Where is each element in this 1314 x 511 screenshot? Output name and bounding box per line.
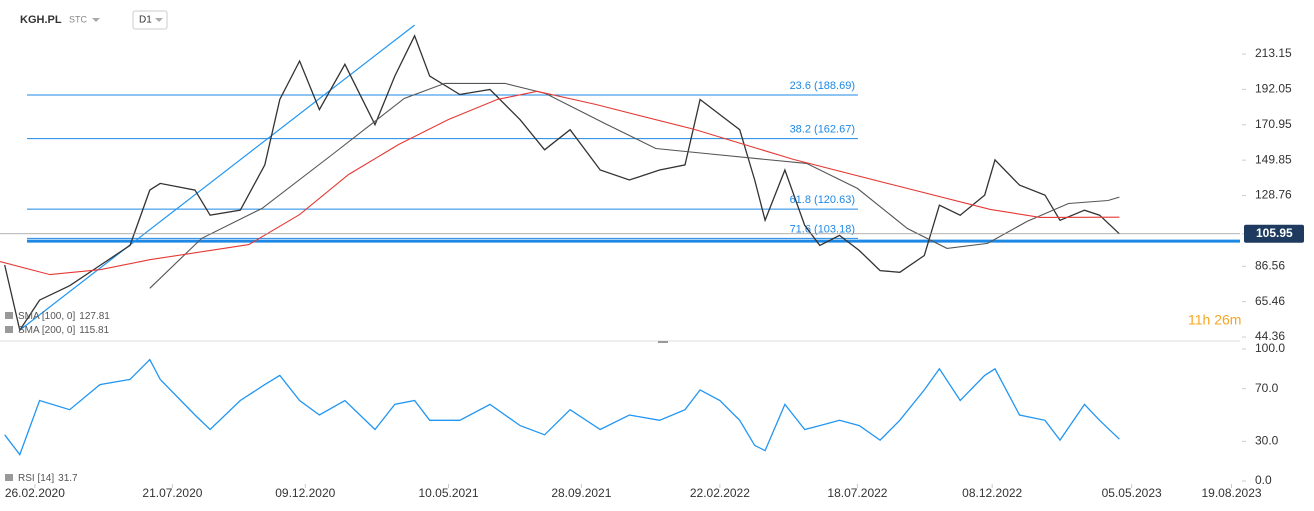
legend-entry: RSI [14] 31.7 — [18, 473, 78, 484]
countdown: 11h 26m — [1188, 312, 1241, 328]
series-line — [149, 82, 1120, 289]
y-tick-label: 44.36 — [1255, 329, 1285, 343]
legend-value: 127.81 — [79, 311, 110, 322]
legend-icon — [5, 474, 13, 481]
x-tick-label: 19.08.2023 — [1201, 486, 1261, 500]
price-tag-label: 105.95 — [1256, 226, 1293, 240]
y-tick-label: 128.76 — [1255, 188, 1292, 202]
y-tick-label: 170.95 — [1255, 117, 1292, 131]
dropdown-arrow — [92, 18, 100, 22]
dropdown-arrow — [155, 18, 163, 22]
x-tick-label: 18.07.2022 — [827, 486, 887, 500]
x-tick-label: 08.12.2022 — [962, 486, 1022, 500]
x-tick-label: 26.02.2020 — [5, 486, 65, 500]
y-tick-label: 100.0 — [1255, 341, 1285, 355]
y-tick-label: 192.05 — [1255, 82, 1292, 96]
y-tick-label: 149.85 — [1255, 152, 1292, 166]
legend-value: 31.7 — [58, 473, 78, 484]
y-tick-label: 0.0 — [1255, 473, 1272, 487]
x-tick-label: 05.05.2023 — [1102, 486, 1162, 500]
y-tick-label: 65.46 — [1255, 294, 1285, 308]
trend-line — [19, 24, 415, 331]
x-tick-label: 22.02.2022 — [690, 486, 750, 500]
legend-name: SMA [100, 0] — [18, 311, 75, 322]
y-tick-label: 70.0 — [1255, 381, 1279, 395]
legend-icon — [5, 312, 13, 319]
interval: D1 — [139, 15, 152, 26]
x-tick-label: 10.05.2021 — [418, 486, 478, 500]
fib-label: 23.6 (188.69) — [790, 80, 855, 92]
legend-entry: SMA [100, 0] 127.81 — [18, 311, 110, 322]
fib-label: 38.2 (162.67) — [790, 124, 855, 136]
legend-name: RSI [14] — [18, 473, 54, 484]
series-line — [0, 90, 1120, 276]
legend-value: 115.81 — [79, 325, 109, 336]
y-tick-label: 86.56 — [1255, 258, 1285, 272]
y-tick-label: 213.15 — [1255, 46, 1292, 60]
x-tick-label: 28.09.2021 — [551, 486, 611, 500]
x-tick-label: 21.07.2020 — [142, 486, 202, 500]
interval-box[interactable] — [132, 10, 168, 30]
legend-name: SMA [200, 0] — [18, 325, 75, 336]
series-line — [4, 358, 1120, 456]
series-line — [4, 34, 1120, 332]
legend-entry: SMA [200, 0] 115.81 — [18, 325, 110, 336]
y-tick-label: 30.0 — [1255, 434, 1279, 448]
market[interactable]: STC — [69, 14, 88, 24]
legend-icon — [5, 326, 13, 333]
x-tick-label: 09.12.2020 — [275, 486, 335, 500]
fib-label: 61.8 (120.63) — [790, 194, 855, 206]
price-tag — [1244, 224, 1304, 243]
symbol: KGH.PL — [20, 14, 62, 26]
